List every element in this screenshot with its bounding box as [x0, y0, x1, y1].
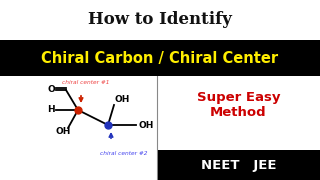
Text: NEET   JEE: NEET JEE: [201, 159, 276, 172]
Text: H: H: [47, 105, 55, 114]
Bar: [158, 150, 320, 180]
Text: chiral center #2: chiral center #2: [100, 151, 148, 156]
Text: How to Identify: How to Identify: [88, 12, 232, 28]
Text: Method: Method: [210, 107, 267, 120]
Text: Chiral Carbon / Chiral Center: Chiral Carbon / Chiral Center: [41, 51, 279, 66]
Text: OH: OH: [55, 127, 71, 136]
Text: OH: OH: [138, 120, 154, 129]
Text: chiral center #1: chiral center #1: [62, 80, 110, 85]
Text: Super Easy: Super Easy: [197, 91, 280, 105]
Bar: [0, 40, 320, 76]
Text: OH: OH: [114, 96, 130, 105]
Text: O: O: [47, 84, 55, 93]
